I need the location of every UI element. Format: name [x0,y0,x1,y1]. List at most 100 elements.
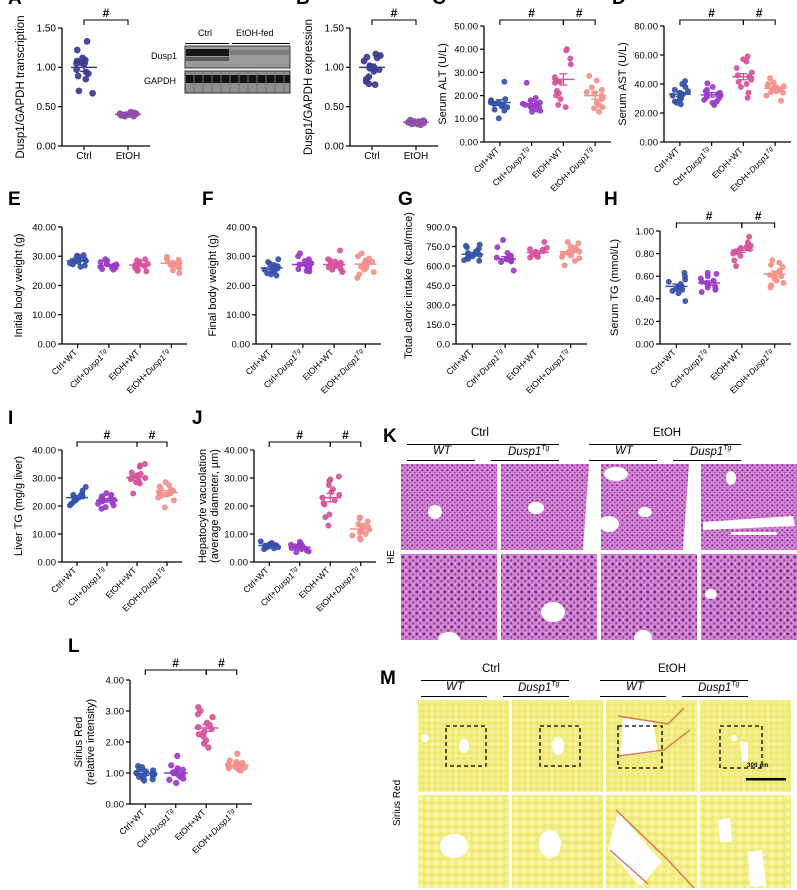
panel-b-plot: B 0.00 0.50 1.00 1.50 Dusp1/GAPDH expression C… [296,0,438,162]
y-tick-label: 0.50 [37,102,57,113]
y-tick-label: 20.00 [634,108,658,119]
data-point [82,75,90,83]
data-point [679,286,686,293]
significance-marker: # [218,656,225,670]
data-point [461,257,468,264]
significance-marker: # [528,6,535,20]
data-point [523,79,530,86]
data-point [155,494,162,501]
panel-m-rule-tg-etoh [682,696,748,697]
significance-marker: # [756,6,763,20]
data-point [83,38,91,45]
y-tick-label: 30.00 [224,473,248,484]
data-point [559,253,565,260]
data-point [598,86,605,93]
data-point [140,777,148,784]
y-axis-title: (average diameter, µm) [209,449,221,563]
data-point [336,247,343,254]
x-category-label: Ctrl+WT [652,145,682,175]
significance-marker: # [104,428,111,442]
data-point [362,531,369,537]
data-point [744,94,751,101]
panel-m-label: M [380,668,396,689]
data-point [552,79,558,86]
data-point [69,261,76,268]
western-blot: Ctrl EtOH-fed Dusp1 GAPDH [144,28,294,108]
data-point [598,96,605,103]
y-tick-label: 30.00 [454,68,478,79]
panel-h-label: H [604,189,618,210]
panel-m-sub-tg-ctrl-text: Dusp1Tg [518,681,560,694]
data-point [200,740,208,747]
panel-m-sub-tg-ctrl: Dusp1Tg [518,681,559,694]
panel-f-label: F [202,189,214,210]
blot-row-label-dusp1: Dusp1 [151,51,178,61]
data-point [537,107,544,114]
data-point [562,104,569,111]
data-point [527,254,534,261]
significance-bracket [268,441,331,447]
data-point [685,88,691,95]
panel-i-label: I [8,408,13,429]
data-point [74,72,82,80]
data-point [576,255,583,262]
panel-k-scalebar-label: 300 µm [733,520,755,526]
y-tick-label: 0.00 [460,137,479,148]
blot-group-ctrl: Ctrl [198,28,212,38]
panel-m: M Ctrl EtOH WT Dusp1Tg WT Dusp1Tg Sirius… [378,658,797,890]
significance-bracket [329,441,362,447]
data-point [735,78,742,85]
panel-k-rule-wt-etoh [589,460,657,461]
data-point [268,271,275,278]
panel-k-group-ctrl: Ctrl [471,427,489,439]
y-tick-label: 0.00 [636,339,655,350]
panel-h: H 0.00 0.20 0.40 0.60 0.80 1.00 Serum TG (mmol/… [604,189,797,410]
significance-bracket [144,669,207,675]
data-point [709,83,716,90]
data-point [779,89,786,96]
data-point [82,484,89,490]
y-axis-title: Serum TG (mmol/L) [609,239,621,336]
data-point [329,266,336,273]
data-point [275,256,282,263]
y-tick-label: 0.00 [640,137,659,148]
significance-marker: # [576,6,583,20]
data-point [349,532,356,539]
significance-marker: # [296,428,303,442]
x-category-label: Ctrl+WT [648,347,678,377]
y-tick-label: 750.0 [426,242,450,253]
panel-k-stain-label: HE [386,550,397,564]
y-tick-label: 40.00 [226,222,250,233]
x-category-label: Ctrl+WT [444,347,474,377]
data-point [745,89,752,96]
panel-g-label: G [398,189,413,210]
y-tick-label: 10.00 [32,529,56,540]
data-point [173,779,180,787]
significance-marker: # [172,656,179,670]
panel-k-rule-etoh [589,444,741,445]
panel-l-label: L [68,636,80,657]
data-point [704,273,711,280]
y-tick-label: 0.50 [325,102,345,113]
y-tick-label: 80.00 [634,21,658,32]
y-tick-label: 10.00 [226,310,250,321]
panel-k-rule-tg-ctrl [491,460,559,461]
y-tick-label: 20.00 [226,281,250,292]
y-tick-label: 300.0 [426,300,450,311]
x-category-label: Ctrl+WT [49,565,79,595]
significance-bracket [371,19,417,25]
significance-marker: # [103,6,110,20]
x-category-label: Ctrl+WT [472,145,502,175]
y-tick-label: 30.00 [32,252,56,263]
significance-marker: # [706,209,713,223]
panel-f: F 0.00 10.00 20.00 30.00 40.00 Final body weig… [202,189,387,410]
data-point [596,108,602,115]
data-point [234,750,241,757]
data-point [591,105,598,112]
data-point [98,505,105,512]
panel-k-sub-wt-etoh: WT [615,445,633,457]
data-point [495,115,502,122]
data-point [237,767,244,774]
panel-d: D 0.00 20.00 40.00 60.00 80.00 Serum AST (U/L)… [612,0,797,204]
data-point [510,267,517,274]
